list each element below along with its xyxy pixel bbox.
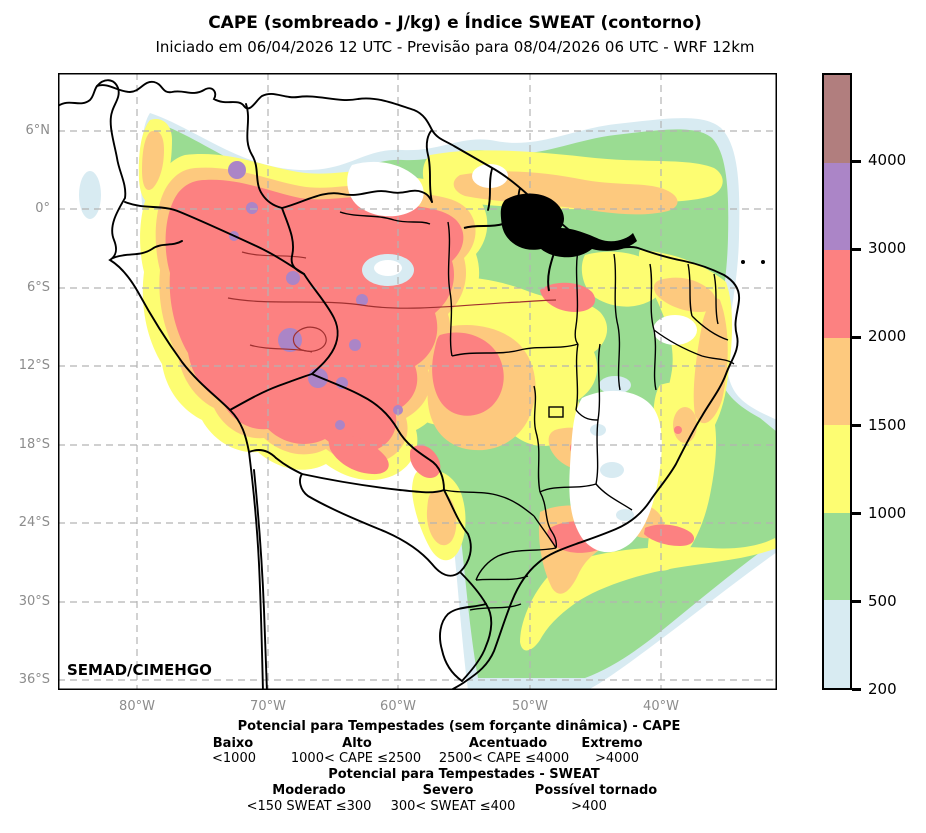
y-tick-36s: 36°S <box>18 672 50 687</box>
atlantic-coastline <box>96 80 741 690</box>
colorbar-segment-4000plus <box>824 75 850 163</box>
colorbar-tick <box>852 600 861 603</box>
colorbar-segment-500-1000 <box>824 512 850 601</box>
colorbar-tick <box>852 512 861 515</box>
y-tick-18s: 18°S <box>18 437 50 452</box>
colorbar-tick <box>852 336 861 339</box>
x-tick-40w: 40°W <box>643 699 679 714</box>
cape-colorbar <box>822 73 852 690</box>
cape-range-acentuado: 2500< CAPE ≤4000 <box>438 751 570 766</box>
y-tick-6n: 6°N <box>25 123 51 138</box>
colorbar-label-1500: 1500 <box>868 416 907 434</box>
page-title: CAPE (sombreado - J/kg) e Índice SWEAT (… <box>208 13 702 33</box>
cape-cat-extremo: Extremo <box>581 736 643 751</box>
sweat-range-moderado: <150 SWEAT ≤300 <box>246 799 372 814</box>
sweat-range-tornado: >400 <box>571 799 607 814</box>
sweat-range-severo: 300< SWEAT ≤400 <box>390 799 516 814</box>
state-borders <box>339 211 735 611</box>
colorbar-segment-3000-4000 <box>824 162 850 251</box>
x-tick-50w: 50°W <box>512 699 548 714</box>
x-tick-70w: 70°W <box>250 699 286 714</box>
colorbar-tick <box>852 248 861 251</box>
sweat-cat-tornado: Possível tornado <box>534 783 658 798</box>
cape-legend-title: Potencial para Tempestades (sem forçante… <box>237 719 681 734</box>
cape-cat-alto: Alto <box>342 736 372 751</box>
cape-range-extremo: >4000 <box>595 751 639 766</box>
cape-cat-baixo: Baixo <box>212 736 254 751</box>
colorbar-label-2000: 2000 <box>868 327 907 345</box>
sweat-legend-title: Potencial para Tempestades - SWEAT <box>328 767 600 782</box>
sweat-cat-moderado: Moderado <box>272 783 346 798</box>
colorbar-tick <box>852 160 861 163</box>
distrito-federal-outline <box>548 406 564 418</box>
colorbar-segment-200-500 <box>824 600 850 689</box>
y-tick-12s: 12°S <box>18 358 50 373</box>
colorbar-segment-1000-1500 <box>824 425 850 513</box>
cape-range-alto: 1000< CAPE ≤2500 <box>290 751 422 766</box>
cape-shaded-field <box>79 113 777 690</box>
page-subtitle: Iniciado em 06/04/2026 12 UTC - Previsão… <box>155 38 755 56</box>
y-tick-30s: 30°S <box>18 594 50 609</box>
colorbar-segment-2000-3000 <box>824 250 850 338</box>
colorbar-tick <box>852 688 861 691</box>
colorbar-label-3000: 3000 <box>868 239 907 257</box>
colorbar-label-4000: 4000 <box>868 151 907 169</box>
coastline-country-borders <box>58 79 741 690</box>
agency-watermark: SEMAD/CIMEHGO <box>67 661 212 679</box>
colorbar-label-500: 500 <box>868 592 897 610</box>
colorbar-segment-1500-2000 <box>824 337 850 426</box>
amazon-river-mouth <box>463 193 765 292</box>
x-tick-80w: 80°W <box>119 699 155 714</box>
y-tick-24s: 24°S <box>18 515 50 530</box>
x-tick-60w: 60°W <box>380 699 416 714</box>
colorbar-label-1000: 1000 <box>868 504 907 522</box>
lat-lon-grid <box>58 73 777 690</box>
colorbar-tick <box>852 424 861 427</box>
sweat-cat-severo: Severo <box>422 783 474 798</box>
cape-cat-acentuado: Acentuado <box>468 736 548 751</box>
y-tick-0: 0° <box>35 201 50 216</box>
map-canvas <box>58 73 777 690</box>
y-tick-6s: 6°S <box>26 280 50 295</box>
pacific-coastline <box>58 79 264 690</box>
cape-range-baixo: <1000 <box>212 751 256 766</box>
colorbar-label-200: 200 <box>868 680 897 698</box>
